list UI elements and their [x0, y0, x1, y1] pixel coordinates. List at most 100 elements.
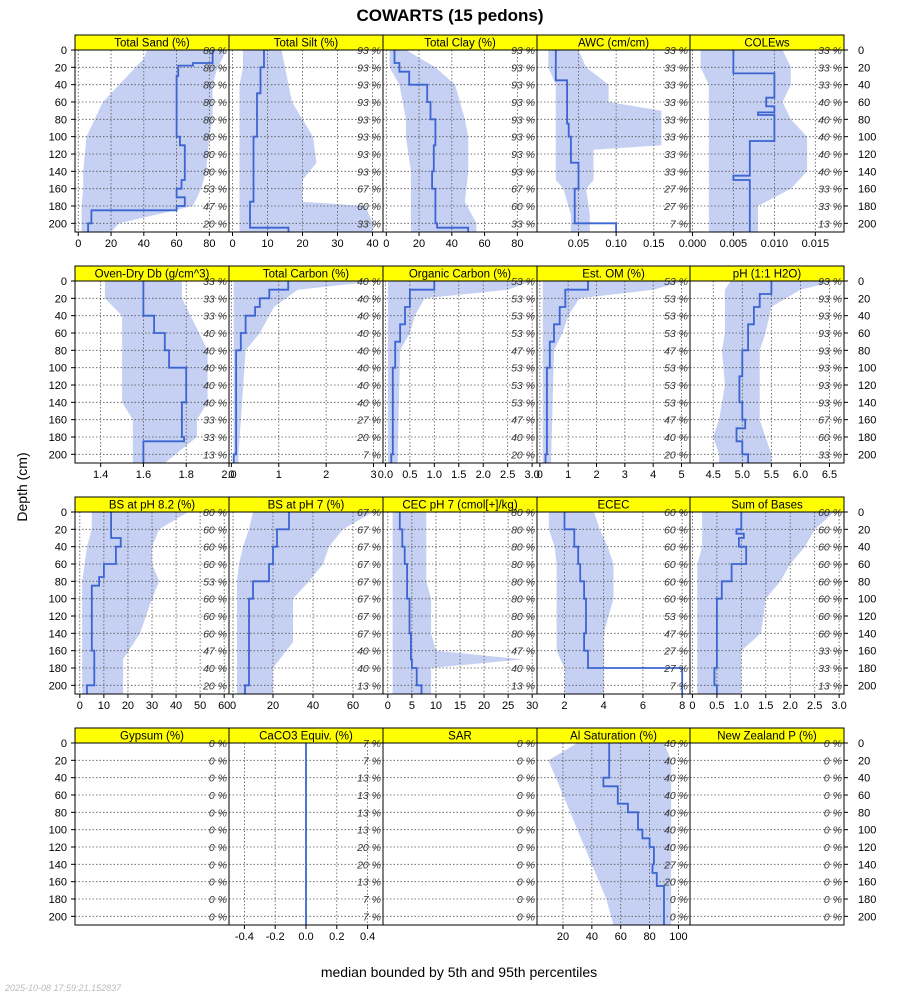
y-tick-label-right: 0 [858, 45, 864, 57]
percent-label: 40 % [203, 363, 227, 375]
percent-label: 0 % [209, 911, 227, 923]
percent-label: 60 % [664, 524, 688, 536]
percent-label: 80 % [511, 542, 535, 554]
percent-label: 33 % [203, 276, 227, 288]
x-tick-label: 2 [323, 469, 329, 481]
percent-label: 47 % [203, 646, 227, 658]
x-tick-label: 0 [383, 238, 389, 250]
median-line [713, 512, 748, 694]
percent-label: 93 % [357, 45, 381, 57]
percent-label: 0 % [670, 894, 688, 906]
percent-label: 40 % [664, 738, 688, 750]
median-line [735, 281, 773, 463]
x-tick-label: 3 [370, 469, 376, 481]
median-line [554, 50, 617, 232]
panel-strip-label: Total Sand (%) [114, 38, 190, 50]
x-tick-label: 3.0 [831, 700, 846, 712]
x-tick-label: 1.5 [758, 700, 773, 712]
percent-label: 60 % [511, 201, 535, 213]
percent-label: 0 % [517, 842, 535, 854]
percent-label: 40 % [664, 432, 688, 444]
percent-label: 33 % [511, 218, 535, 230]
y-tick-label-left: 200 [49, 218, 67, 230]
percent-label: 40 % [511, 432, 535, 444]
panel: SAR 0 % 0 % 0 % 0 % 0 % 0 % 0 % 0 % 0 % 0 % 0 % [382, 727, 538, 926]
percent-label: 47 % [511, 415, 535, 427]
percent-label: 53 % [664, 611, 688, 623]
median-line [563, 512, 684, 694]
percent-label: 53 % [664, 380, 688, 392]
percent-label: 60 % [203, 559, 227, 571]
y-tick-label-right: 20 [858, 62, 870, 74]
percent-label: 40 % [818, 149, 842, 161]
panel-grid [537, 280, 690, 463]
percent-label: 53 % [511, 397, 535, 409]
percent-label: 47 % [664, 628, 688, 640]
panel: CaCO3 Equiv. (%) 7 % 7 % 13 % 13 % 13 % 13 % 20… [228, 727, 384, 943]
median-line [398, 512, 423, 694]
panel-strip-label: Oven-Dry Db (g/cm^3) [95, 269, 210, 281]
x-tick-label: 0.15 [643, 238, 664, 250]
y-tick-label-right: 140 [858, 628, 876, 640]
y-tick-label-right: 200 [858, 449, 876, 461]
percent-label: 53 % [511, 380, 535, 392]
percentile-band [548, 50, 662, 232]
percent-label: 0 % [209, 755, 227, 767]
percent-label: 67 % [357, 559, 381, 571]
x-tick-label: 15 [454, 700, 466, 712]
x-tick-label: 0.010 [761, 238, 789, 250]
percent-label: 60 % [664, 542, 688, 554]
percent-label: 33 % [818, 449, 842, 461]
median-line [87, 50, 214, 232]
percent-label: 40 % [357, 293, 381, 305]
y-tick-label-right: 120 [858, 842, 876, 854]
percent-label: 80 % [203, 132, 227, 144]
percent-label: 93 % [357, 97, 381, 109]
x-tick-label: 0.0 [378, 469, 393, 481]
panel-strip-label: SAR [448, 731, 472, 743]
percent-label: 47 % [203, 201, 227, 213]
percent-label: 0 % [670, 911, 688, 923]
y-tick-label-right: 120 [858, 611, 876, 623]
percent-label: 0 % [824, 825, 842, 837]
y-tick-label-right: 200 [858, 680, 876, 692]
panel: Total Sand (%) 80 % 80 % 80 % 80 % 80 % 80 % 80… [49, 34, 230, 250]
x-tick-label: 5 [409, 700, 415, 712]
panel-strip-label: ECEC [598, 500, 630, 512]
y-tick-label-right: 40 [858, 311, 870, 323]
panel-strip-label: pH (1:1 H2O) [733, 269, 802, 281]
percent-label: 93 % [511, 97, 535, 109]
percent-label: 0 % [824, 911, 842, 923]
percentile-band [392, 512, 523, 694]
percent-label: 60 % [664, 507, 688, 519]
x-tick-label: 0 [537, 469, 543, 481]
x-tick-label: 20 [296, 238, 308, 250]
x-tick-label: 0.015 [802, 238, 830, 250]
percent-label: 80 % [511, 559, 535, 571]
y-tick-label-right: 80 [858, 576, 870, 588]
x-tick-label: 40 [446, 238, 458, 250]
percent-label: 93 % [818, 380, 842, 392]
percent-label: 60 % [357, 201, 381, 213]
percent-label: 13 % [818, 218, 842, 230]
panel: Sum of Bases 60 % 60 % 60 % 60 % 60 % 60 % 60 %… [689, 496, 876, 712]
y-tick-label-right: 160 [858, 877, 876, 889]
percent-label: 33 % [818, 201, 842, 213]
percent-label: 53 % [664, 397, 688, 409]
y-tick-label-left: 60 [55, 97, 67, 109]
y-tick-label-right: 140 [858, 397, 876, 409]
x-tick-label: 10 [261, 238, 273, 250]
x-tick-label: 0.0 [298, 931, 313, 943]
percent-label: 93 % [357, 114, 381, 126]
x-tick-label: 40 [307, 700, 319, 712]
percent-label: 13 % [203, 449, 227, 461]
y-tick-label-left: 140 [49, 628, 67, 640]
y-tick-label-left: 60 [55, 328, 67, 340]
panel-grid [690, 742, 844, 917]
y-tick-label-right: 40 [858, 542, 870, 554]
median-line [390, 281, 436, 463]
percent-label: 60 % [664, 559, 688, 571]
percent-label: 7 % [363, 894, 381, 906]
percent-label: 53 % [511, 276, 535, 288]
